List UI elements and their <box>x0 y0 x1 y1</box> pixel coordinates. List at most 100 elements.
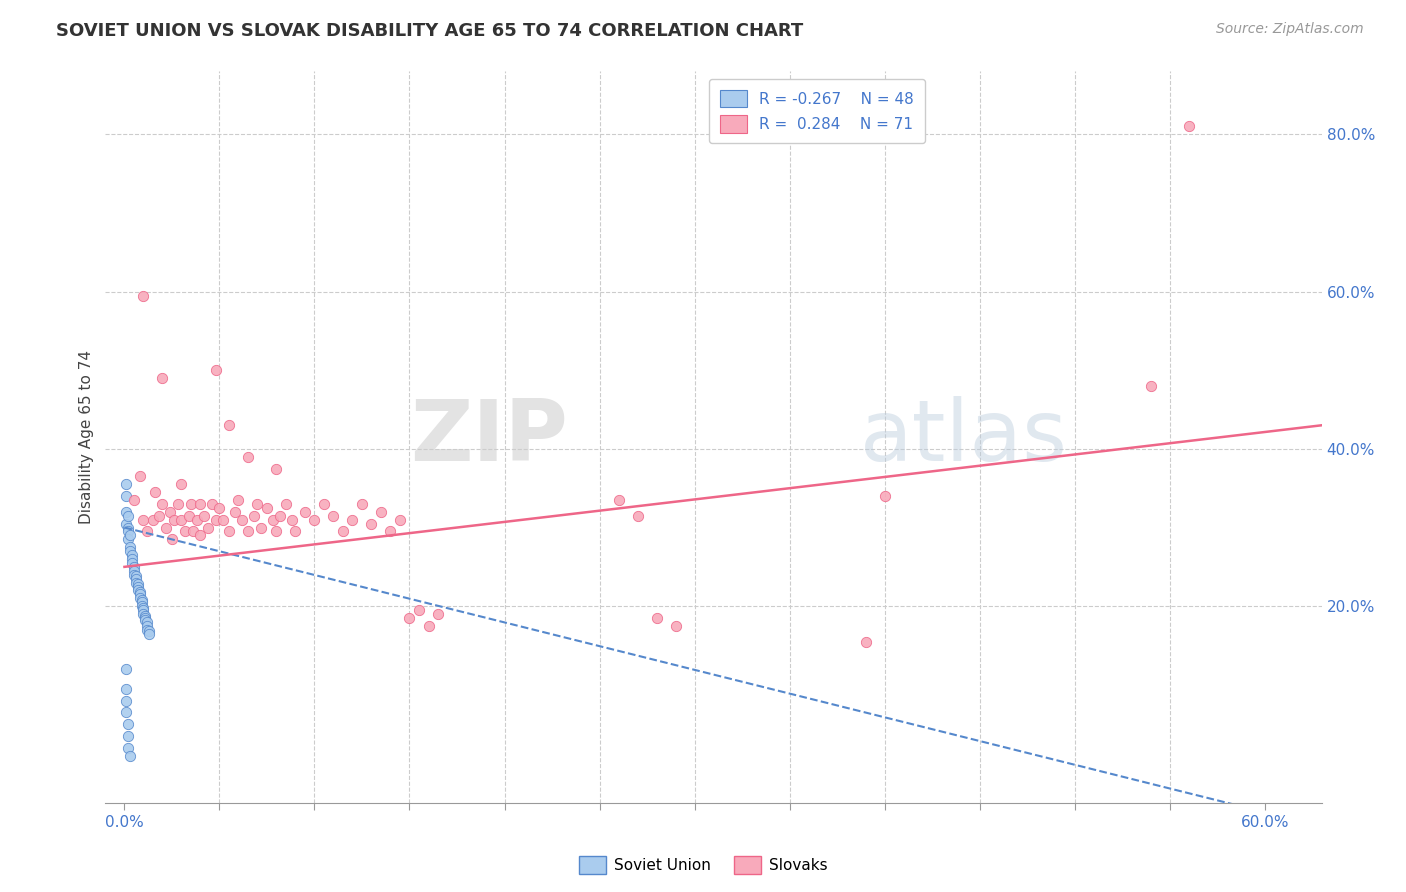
Point <box>350 497 373 511</box>
Point <box>256 500 278 515</box>
Text: SOVIET UNION VS SLOVAK DISABILITY AGE 65 TO 74 CORRELATION CHART: SOVIET UNION VS SLOVAK DISABILITY AGE 65… <box>56 22 803 40</box>
Point <box>134 613 156 627</box>
Point <box>204 513 226 527</box>
Point <box>136 623 159 637</box>
Point <box>121 548 143 562</box>
Point <box>115 505 138 519</box>
Point <box>121 556 143 570</box>
Point <box>242 508 264 523</box>
Point <box>160 533 183 547</box>
Point <box>132 600 155 615</box>
Point <box>427 607 450 621</box>
Point <box>294 505 316 519</box>
Point <box>136 524 159 539</box>
Point <box>218 524 240 539</box>
Point <box>152 371 174 385</box>
Point <box>121 552 143 566</box>
Point <box>115 477 138 491</box>
Point <box>143 485 166 500</box>
Point <box>122 564 145 578</box>
Point <box>380 524 402 539</box>
Point <box>855 634 877 648</box>
Point <box>170 477 193 491</box>
Point <box>228 493 250 508</box>
Point <box>1139 379 1161 393</box>
Point <box>342 513 364 527</box>
Point <box>115 681 138 696</box>
Text: Source: ZipAtlas.com: Source: ZipAtlas.com <box>1216 22 1364 37</box>
Point <box>177 508 200 523</box>
Point <box>117 740 139 755</box>
Point <box>236 524 259 539</box>
Point <box>873 489 896 503</box>
Point <box>212 513 235 527</box>
Y-axis label: Disability Age 65 to 74: Disability Age 65 to 74 <box>79 350 94 524</box>
Point <box>1177 120 1199 134</box>
Point <box>115 662 138 676</box>
Point <box>159 505 181 519</box>
Point <box>138 626 160 640</box>
Point <box>250 520 273 534</box>
Point <box>132 603 155 617</box>
Point <box>148 508 170 523</box>
Point <box>120 540 142 554</box>
Point <box>388 513 411 527</box>
Point <box>125 569 148 583</box>
Point <box>170 513 193 527</box>
Text: atlas: atlas <box>859 395 1067 479</box>
Point <box>117 533 139 547</box>
Point <box>197 520 219 534</box>
Point <box>127 580 149 594</box>
Point <box>128 585 150 599</box>
Point <box>274 497 297 511</box>
Point <box>131 599 153 614</box>
Point <box>117 729 139 743</box>
Point <box>312 497 335 511</box>
Point <box>122 493 145 508</box>
Point <box>266 524 288 539</box>
Point <box>181 524 204 539</box>
Point <box>180 497 202 511</box>
Point <box>166 497 188 511</box>
Point <box>117 717 139 731</box>
Point <box>269 508 291 523</box>
Point <box>132 607 155 621</box>
Point <box>127 583 149 598</box>
Point <box>607 493 630 508</box>
Point <box>408 603 430 617</box>
Point <box>128 591 150 606</box>
Point <box>262 513 284 527</box>
Point <box>117 508 139 523</box>
Point <box>128 469 150 483</box>
Point <box>418 619 440 633</box>
Point <box>120 748 142 763</box>
Legend: R = -0.267    N = 48, R =  0.284    N = 71: R = -0.267 N = 48, R = 0.284 N = 71 <box>709 79 925 144</box>
Point <box>128 587 150 601</box>
Point <box>132 288 155 302</box>
Point <box>174 524 197 539</box>
Point <box>370 505 392 519</box>
Point <box>284 524 307 539</box>
Point <box>115 706 138 720</box>
Point <box>125 575 148 590</box>
Point <box>136 615 159 629</box>
Point <box>186 513 208 527</box>
Point <box>208 500 231 515</box>
Point <box>664 619 686 633</box>
Point <box>117 524 139 539</box>
Point <box>115 489 138 503</box>
Point <box>201 497 224 511</box>
Point <box>190 528 212 542</box>
Point <box>117 520 139 534</box>
Point <box>266 461 288 475</box>
Point <box>131 593 153 607</box>
Point <box>131 595 153 609</box>
Point <box>163 513 186 527</box>
Point <box>134 611 156 625</box>
Point <box>218 418 240 433</box>
Point <box>136 619 159 633</box>
Point <box>204 363 226 377</box>
Text: ZIP: ZIP <box>411 395 568 479</box>
Point <box>398 611 420 625</box>
Point <box>626 508 648 523</box>
